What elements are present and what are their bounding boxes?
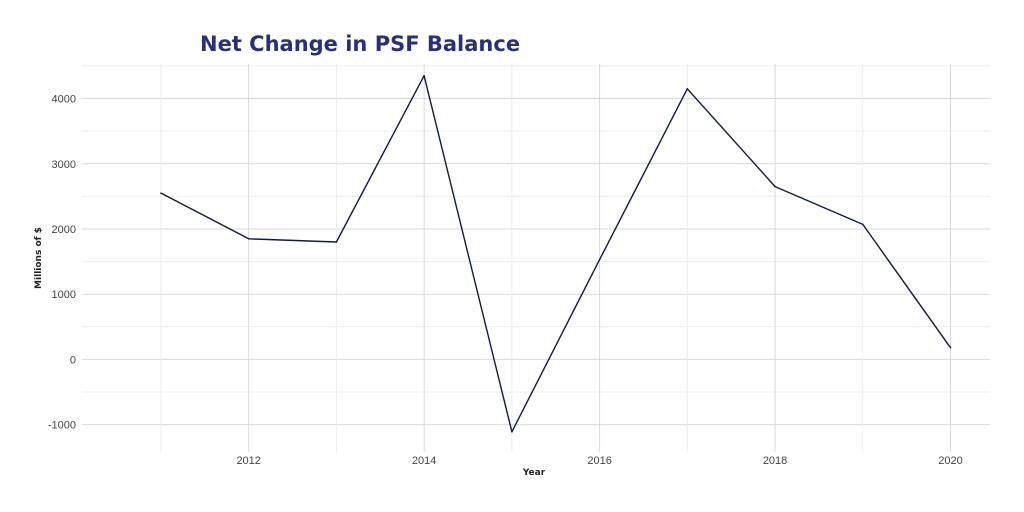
data-point (160, 192, 162, 194)
x-tick-label: 2014 (412, 455, 436, 467)
data-point (511, 430, 513, 433)
data-point (949, 346, 952, 349)
x-tick-label: 2018 (763, 455, 787, 467)
x-axis-ticks: 2012 2014 2016 2018 2020 (236, 455, 962, 467)
data-series (160, 74, 952, 433)
y-tick-label: 1000 (52, 289, 76, 301)
y-tick-label: 3000 (52, 159, 76, 171)
x-axis-label: Year (522, 468, 546, 478)
data-point (423, 74, 425, 77)
y-axis-ticks: -1000 0 1000 2000 3000 4000 (48, 94, 76, 432)
y-axis-label: Millions of $ (34, 227, 44, 289)
data-point (247, 237, 250, 240)
x-tick-label: 2012 (236, 455, 260, 467)
x-tick-label: 2020 (938, 455, 962, 467)
data-point (598, 258, 601, 261)
y-tick-label: -1000 (48, 420, 76, 432)
y-tick-label: 4000 (52, 94, 76, 106)
series-line (160, 74, 952, 433)
chart-title: Net Change in PSF Balance (200, 32, 520, 56)
y-tick-label: 2000 (52, 224, 76, 236)
grid-lines (82, 64, 990, 452)
y-tick-label: 0 (70, 354, 76, 366)
data-point (335, 241, 338, 243)
data-point (774, 185, 776, 188)
data-point (686, 87, 689, 90)
x-tick-label: 2016 (587, 455, 611, 467)
data-point (861, 223, 864, 226)
